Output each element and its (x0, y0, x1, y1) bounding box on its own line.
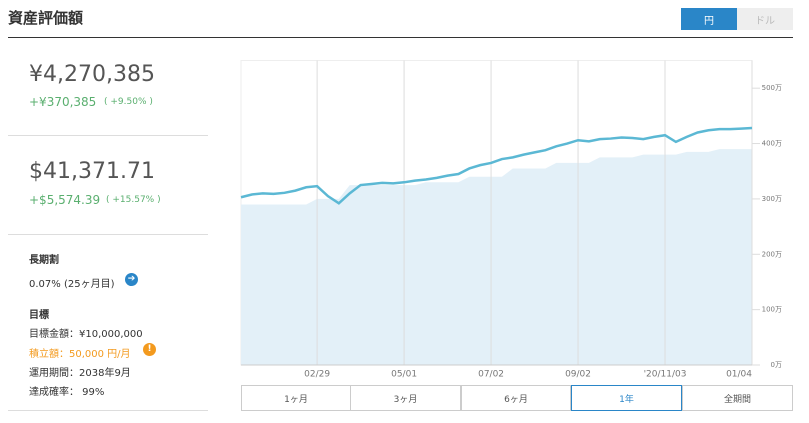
goal-amount: 目標金額：¥10,000,000 (29, 329, 143, 340)
period-button[interactable]: 全期間 (682, 385, 793, 411)
info-icon[interactable]: ➔ (125, 273, 138, 286)
x-tick-label: 02/29 (304, 370, 330, 380)
x-tick-label: 09/02 (565, 370, 591, 380)
divider (8, 37, 793, 38)
goal-period: 運用期間：2038年9月 (29, 368, 131, 379)
y-tick-label: 100万 (762, 306, 782, 314)
period-button[interactable]: 1年 (571, 385, 682, 411)
invested-area (241, 149, 752, 365)
divider (8, 410, 208, 411)
goal-probability: 達成確率： 99% (29, 387, 105, 398)
currency-yen[interactable]: 円 (681, 8, 737, 30)
discount-title: 長期割 (29, 255, 59, 266)
goal-title: 目標 (29, 310, 49, 321)
usd-gain-pct: ( +15.57% ) (106, 195, 161, 205)
period-button[interactable]: 3ヶ月 (350, 385, 461, 411)
y-tick-label: 0万 (771, 361, 782, 369)
x-tick-label: '20/11/03 (644, 370, 687, 380)
x-tick-label: 07/02 (478, 370, 504, 380)
divider (8, 135, 208, 136)
y-tick-label: 500万 (762, 84, 782, 92)
x-tick-label: 01/04 (726, 370, 752, 380)
period-button[interactable]: 6ヶ月 (461, 385, 571, 411)
y-tick-label: 200万 (762, 250, 782, 258)
usd-gain: +$5,574.39 (29, 193, 101, 207)
jpy-gain-pct: ( +9.50% ) (104, 97, 153, 107)
discount-value: 0.07% (25ヶ月目) (29, 279, 115, 290)
usd-total: $41,371.71 (29, 159, 155, 184)
x-tick-label: 05/01 (391, 370, 417, 380)
currency-usd[interactable]: ドル (737, 8, 793, 30)
jpy-gain: +¥370,385 (29, 95, 97, 109)
warning-icon[interactable]: ! (143, 343, 156, 356)
goal-monthly: 積立額：50,000 円/月 (29, 349, 131, 360)
value-line (240, 126, 753, 205)
jpy-total: ¥4,270,385 (29, 62, 155, 87)
y-tick-label: 400万 (762, 140, 782, 148)
page-title: 資産評価額 (8, 9, 84, 27)
y-tick-label: 300万 (762, 195, 782, 203)
divider (8, 234, 208, 235)
